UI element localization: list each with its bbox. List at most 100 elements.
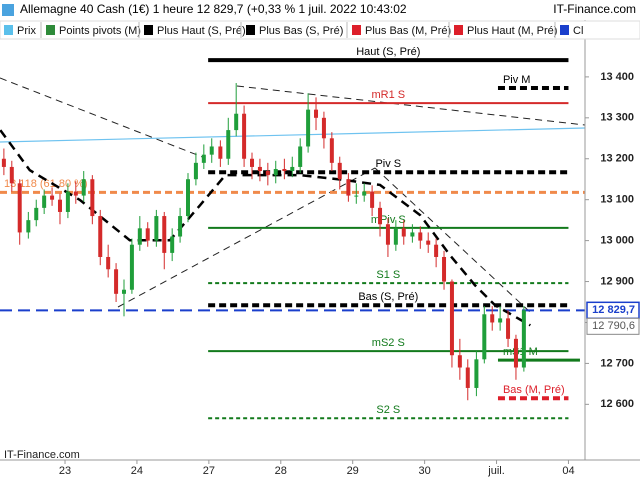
- candle-body: [513, 338, 518, 368]
- watermark: IT-Finance.com: [4, 449, 80, 461]
- candle-body: [178, 216, 183, 237]
- level-label: S2 S: [376, 404, 400, 416]
- candle-body: [42, 195, 47, 208]
- candle-body: [273, 168, 278, 176]
- candle-body: [465, 367, 470, 388]
- candle-body: [442, 256, 447, 282]
- candle-body: [282, 168, 287, 172]
- plot-area: Haut (S, Pré) Piv M mR1 S Piv S 13 118 (61,8…: [0, 46, 585, 420]
- candle-body: [145, 228, 150, 241]
- legend-label: Cl: [573, 25, 583, 37]
- legend-swatch: [4, 25, 13, 35]
- candle-body: [26, 220, 31, 233]
- candle-body: [98, 216, 103, 257]
- legend-swatch: [560, 25, 569, 35]
- level-label: mS1 M: [503, 346, 538, 358]
- level-label: Piv M: [503, 74, 531, 86]
- x-tick-label: 04: [562, 465, 574, 477]
- candle-body: [242, 113, 247, 159]
- candle-body: [393, 228, 398, 245]
- candle-body: [498, 318, 503, 323]
- x-tick-label: juil.: [487, 465, 505, 477]
- y-tick-label: 13 100: [600, 194, 634, 206]
- y-tick-label: 12 600: [600, 398, 634, 410]
- x-tick-label: 28: [275, 465, 287, 477]
- candle-body: [346, 179, 351, 196]
- legend-label: Plus Haut (M, Pré): [467, 25, 557, 37]
- y-tick-label: 12 900: [600, 275, 634, 287]
- candle-body: [449, 281, 454, 356]
- y-tick-label: 13 200: [600, 153, 634, 165]
- candle-body: [337, 162, 342, 180]
- candle-body: [170, 236, 175, 253]
- legend-label: Prix: [17, 25, 36, 37]
- legend-label: Plus Bas (M, Pré): [365, 25, 451, 37]
- candle-body: [129, 244, 134, 290]
- brand: IT-Finance.com: [553, 2, 636, 16]
- candle-body: [418, 232, 423, 241]
- candle-body: [370, 191, 375, 208]
- x-tick-label: 29: [347, 465, 359, 477]
- candle-body: [162, 216, 167, 253]
- candle-body: [65, 191, 70, 212]
- level-label: mR1 S: [371, 89, 405, 101]
- candle-body: [137, 228, 142, 245]
- candle-body: [201, 154, 206, 163]
- candle-body: [257, 166, 262, 172]
- level-label: Haut (S, Pré): [356, 46, 420, 58]
- candle-body: [362, 191, 367, 196]
- title-icon: [2, 4, 14, 16]
- candle-body: [226, 130, 231, 159]
- candle-body: [57, 199, 62, 212]
- candle-body: [154, 216, 159, 241]
- candle-body: [106, 256, 111, 270]
- candle-body: [290, 166, 295, 172]
- level-label: mS2 S: [372, 337, 405, 349]
- candle-body: [490, 314, 495, 323]
- y-tick-label: 13 000: [600, 235, 634, 247]
- x-tick-label: 30: [418, 465, 430, 477]
- x-tick-label: 27: [203, 465, 215, 477]
- title-bar: [0, 0, 640, 20]
- candle-body: [34, 207, 39, 221]
- candle-body: [81, 179, 86, 196]
- candle-body: [434, 244, 439, 257]
- x-tick-label: 23: [59, 465, 71, 477]
- candle-body: [378, 207, 383, 225]
- candle-body: [265, 171, 270, 176]
- level-label: Bas (M, Pré): [503, 384, 565, 396]
- candle-body: [234, 113, 239, 131]
- legend-background: [0, 20, 640, 40]
- level-label: Piv S: [375, 158, 401, 170]
- legend-swatch: [46, 25, 55, 35]
- trendline: [236, 85, 585, 126]
- y-tick-label: 13 400: [600, 71, 634, 83]
- level-label: 13 118 (61,80 %): [4, 178, 88, 190]
- y-tick-label: 12 700: [600, 357, 634, 369]
- candle-body: [474, 359, 479, 388]
- legend-swatch: [352, 25, 361, 35]
- legend-label: Points pivots (M): [59, 25, 141, 37]
- legend-label: Plus Bas (S, Pré): [259, 25, 343, 37]
- candle-body: [218, 146, 223, 159]
- candle-body: [50, 195, 55, 200]
- legend-swatch: [454, 25, 463, 35]
- price-tag-label: 12 829,7: [592, 304, 635, 316]
- candle-body: [354, 195, 359, 197]
- candle-body: [250, 158, 255, 167]
- candle-body: [426, 240, 431, 245]
- candle-body: [9, 166, 14, 184]
- candle-body: [193, 162, 198, 180]
- candle-body: [73, 191, 78, 196]
- candle-body: [114, 269, 119, 294]
- price-tag-label: 12 790,6: [592, 320, 635, 332]
- candle-body: [401, 228, 406, 237]
- x-tick-label: 24: [131, 465, 143, 477]
- level-label: S1 S: [376, 269, 400, 281]
- candle-body: [385, 224, 390, 245]
- candle-body: [1, 158, 6, 167]
- candle-body: [521, 310, 526, 368]
- candle-body: [306, 109, 311, 147]
- level-label: Bas (S, Pré): [358, 291, 418, 303]
